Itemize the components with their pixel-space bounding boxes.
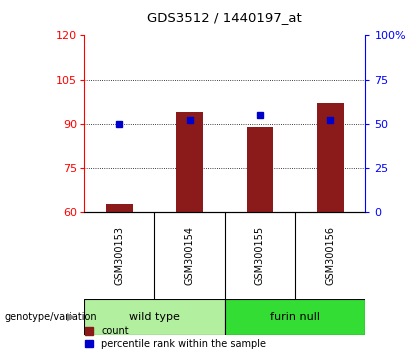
Text: GSM300156: GSM300156 xyxy=(325,226,335,285)
Text: GSM300155: GSM300155 xyxy=(255,226,265,285)
Text: GDS3512 / 1440197_at: GDS3512 / 1440197_at xyxy=(147,11,302,24)
Text: ▶: ▶ xyxy=(67,312,76,322)
FancyBboxPatch shape xyxy=(225,299,365,335)
Text: furin null: furin null xyxy=(270,312,320,322)
Text: wild type: wild type xyxy=(129,312,180,322)
FancyBboxPatch shape xyxy=(84,299,225,335)
Bar xyxy=(176,112,203,212)
Bar xyxy=(247,127,273,212)
Legend: count, percentile rank within the sample: count, percentile rank within the sample xyxy=(85,326,266,349)
Text: GSM300153: GSM300153 xyxy=(114,226,124,285)
Text: genotype/variation: genotype/variation xyxy=(4,312,97,322)
Bar xyxy=(106,204,133,212)
Bar xyxy=(317,103,344,212)
Text: GSM300154: GSM300154 xyxy=(184,226,194,285)
